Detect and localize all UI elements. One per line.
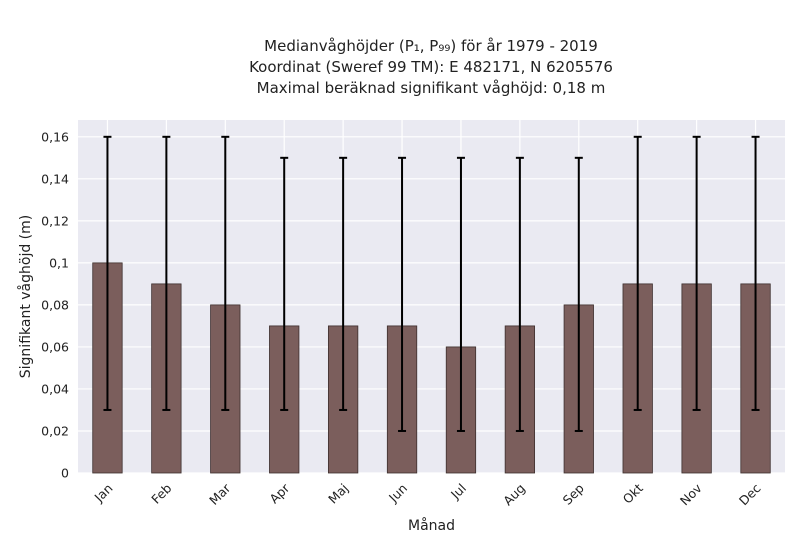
y-axis-label: Signifikant våghöjd (m) [17, 215, 34, 378]
y-tick-label: 0,12 [41, 213, 69, 228]
x-tick-label-aug: Aug [500, 481, 528, 509]
y-tick-label: 0,14 [41, 171, 69, 186]
plot-area [78, 120, 785, 473]
title-line: Maximal beräknad signifikant våghöjd: 0,… [257, 79, 606, 97]
x-tick-label-maj: Maj [325, 481, 351, 507]
y-tick-label: 0,06 [41, 339, 69, 354]
x-tick-label-nov: Nov [677, 480, 705, 508]
error-bar-nov [692, 135, 701, 411]
error-bar-okt [633, 135, 642, 411]
x-axis-ticks: Jan Feb Mar Apr Maj Jun Jul Aug Sep Okt Nov Dec [91, 480, 764, 508]
x-tick-label-sep: Sep [560, 480, 587, 507]
error-bar-dec [751, 135, 760, 411]
error-bar-feb [162, 135, 171, 411]
error-bar-jan [103, 135, 112, 411]
x-tick-label-feb: Feb [148, 480, 174, 506]
title-line: Medianvåghöjder (P₁, P₉₉) för år 1979 - … [264, 37, 598, 55]
error-bar-mar [221, 135, 230, 411]
y-tick-label: 0,08 [41, 297, 69, 312]
error-bar-aug [515, 156, 524, 432]
x-tick-label-dec: Dec [736, 480, 764, 508]
error-bars [103, 135, 760, 432]
error-bar-sep [574, 156, 583, 432]
y-tick-label: 0,1 [49, 255, 69, 270]
x-tick-label-okt: Okt [620, 480, 646, 506]
x-tick-label-jun: Jun [385, 481, 410, 506]
y-tick-label: 0,04 [41, 381, 69, 396]
x-tick-label-mar: Mar [206, 480, 234, 508]
y-tick-label: 0,02 [41, 423, 69, 438]
y-axis-ticks: 0 0,02 0,04 0,06 0,08 0,1 0,12 0,14 0,16 [41, 129, 69, 480]
error-bar-jun [398, 156, 407, 432]
x-tick-label-jan: Jan [91, 481, 116, 506]
y-tick-label: 0,16 [41, 129, 69, 144]
error-bar-apr [280, 156, 289, 411]
x-tick-label-jul: Jul [447, 481, 469, 503]
title-line: Koordinat (Sweref 99 TM): E 482171, N 62… [249, 58, 613, 76]
chart-title: Medianvåghöjder (P₁, P₉₉) för år 1979 - … [249, 37, 613, 97]
x-tick-label-apr: Apr [266, 480, 293, 507]
y-tick-label: 0 [61, 466, 69, 481]
error-bar-jul [456, 156, 465, 432]
error-bar-maj [339, 156, 348, 411]
x-axis-label: Månad [408, 517, 455, 534]
